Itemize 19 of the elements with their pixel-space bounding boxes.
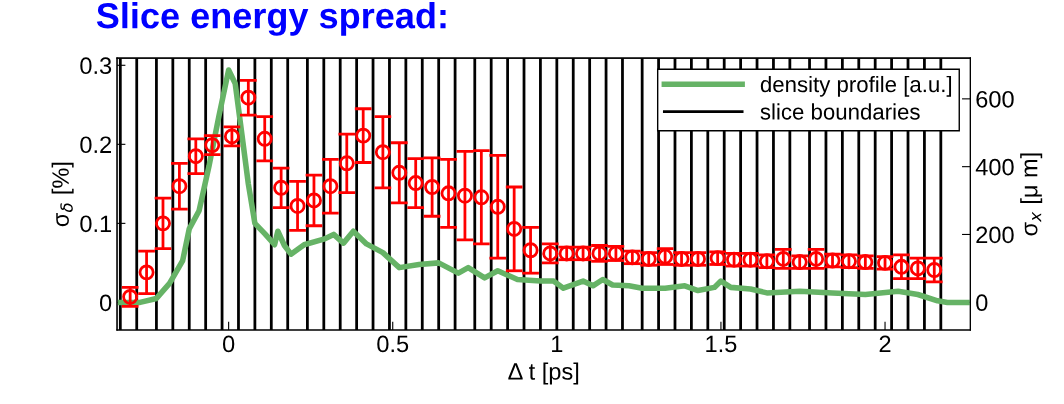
- y2-tick-label: 0: [976, 294, 988, 312]
- y-tick-label: 0.2: [80, 136, 111, 154]
- x-tick-label: 0.5: [377, 335, 409, 353]
- x-tick-label: 2: [879, 335, 891, 353]
- y2-tick-label: 400: [975, 158, 1014, 176]
- ref-line-label: slice boundaries: [760, 103, 920, 120]
- y2-tick-label: 200: [976, 226, 1014, 244]
- y2-tick-label: 600: [976, 90, 1014, 108]
- y-tick-label: 0.3: [80, 57, 112, 75]
- legend-label: density profile [a.u.]: [760, 75, 952, 97]
- y-tick-label: 0: [99, 294, 112, 312]
- x-tick-label: 1.5: [706, 335, 737, 353]
- x-tick-label: 0: [222, 335, 235, 353]
- y-axis-title: σ$_{δ}$ [%]: [51, 162, 74, 227]
- y-tick-label: 0.1: [80, 215, 112, 233]
- chart-title: Slice energy spread:: [96, 2, 446, 36]
- x-axis-title: Δ t [ps]: [508, 362, 579, 385]
- x-tick-label: 1: [552, 335, 563, 353]
- y2-axis-title: σ$_{x}$ [μ m]: [1020, 153, 1043, 236]
